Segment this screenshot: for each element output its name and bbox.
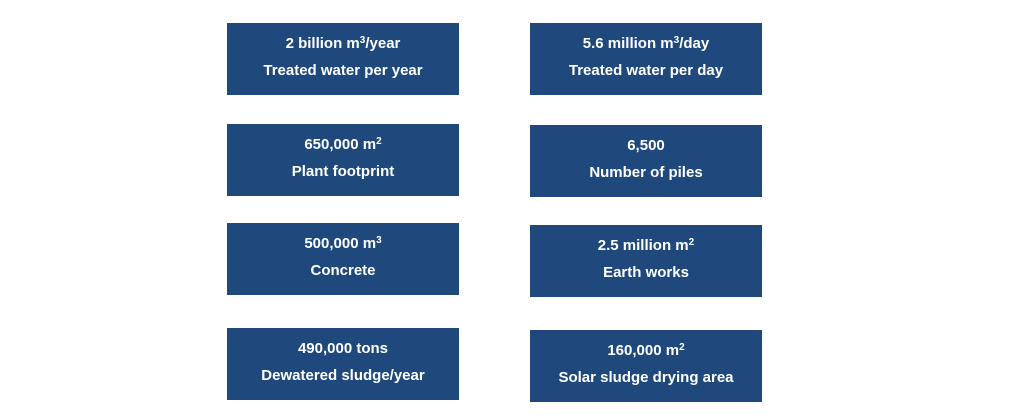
stat-value: 500,000 m3	[227, 235, 459, 253]
stat-value: 2 billion m3/year	[227, 35, 459, 53]
stat-card: 6,500 Number of piles	[530, 125, 762, 197]
value-exponent: 3	[359, 35, 366, 46]
stat-card: 490,000 tons Dewatered sludge/year	[227, 328, 459, 400]
stat-label: Treated water per day	[568, 62, 724, 79]
stat-label: Number of piles	[589, 164, 703, 181]
value-exponent: 2	[376, 136, 382, 147]
value-unit: /day	[679, 35, 710, 52]
stat-card: 500,000 m3 Concrete	[227, 223, 459, 295]
value-exponent: 2	[688, 237, 695, 248]
stat-value: 650,000 m2	[227, 136, 459, 154]
stat-card: 160,000 m2 Solar sludge drying area	[530, 330, 762, 402]
value-text: 2 billion m	[285, 35, 360, 52]
stat-value: 490,000 tons	[227, 340, 459, 358]
stat-card: 2 billion m3/year Treated water per year	[227, 23, 459, 95]
stat-label: Earth works	[603, 264, 689, 281]
stat-label: Concrete	[310, 262, 376, 279]
value-exponent: 3	[673, 35, 680, 46]
stat-label: Solar sludge drying area	[558, 369, 734, 386]
stat-value: 160,000 m2	[530, 342, 762, 360]
value-unit: /year	[365, 35, 401, 52]
value-exponent: 2	[679, 342, 685, 353]
value-text: 500,000 m	[304, 235, 377, 252]
stat-value: 2.5 million m2	[530, 237, 762, 255]
stat-card: 5.6 million m3/day Treated water per day	[530, 23, 762, 95]
value-text: 160,000 m	[607, 342, 680, 359]
value-text: 490,000 tons	[297, 340, 389, 357]
value-text: 2.5 million m	[597, 237, 689, 254]
value-text: 650,000 m	[304, 136, 377, 153]
stat-card: 650,000 m2 Plant footprint	[227, 124, 459, 196]
stat-value: 6,500	[530, 137, 762, 155]
value-exponent: 3	[376, 235, 382, 246]
value-text: 6,500	[627, 137, 665, 154]
stat-label: Dewatered sludge/year	[261, 367, 425, 384]
stat-label: Plant footprint	[291, 163, 395, 180]
value-text: 5.6 million m	[582, 35, 674, 52]
stat-value: 5.6 million m3/day	[530, 35, 762, 53]
stat-label: Treated water per year	[263, 62, 423, 79]
stat-card: 2.5 million m2 Earth works	[530, 225, 762, 297]
